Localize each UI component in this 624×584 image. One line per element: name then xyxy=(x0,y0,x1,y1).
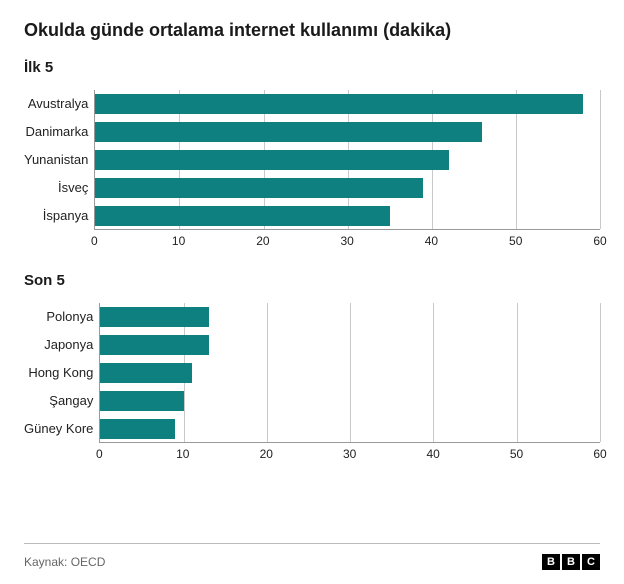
bar-row xyxy=(95,174,600,202)
x-axis-tick: 60 xyxy=(593,447,606,461)
bottom5-bars xyxy=(100,303,600,442)
bar-row xyxy=(95,90,600,118)
bar-row xyxy=(95,146,600,174)
gridline xyxy=(600,90,601,229)
data-bar xyxy=(100,307,208,327)
x-axis-tick: 30 xyxy=(340,234,353,248)
bottom5-chart-block: Son 5 PolonyaJaponyaHong KongŞangayGüney… xyxy=(24,272,600,463)
data-bar xyxy=(95,122,482,142)
bar-row xyxy=(100,387,600,415)
top5-subtitle: İlk 5 xyxy=(24,59,600,76)
bbc-logo: BBC xyxy=(542,554,600,570)
bbc-logo-letter: B xyxy=(562,554,580,570)
x-axis-tick: 30 xyxy=(343,447,356,461)
data-bar xyxy=(100,391,183,411)
y-axis-label: İspanya xyxy=(43,202,89,230)
top5-plot xyxy=(94,90,600,230)
y-axis-label: Danimarka xyxy=(25,118,88,146)
y-axis-label: Güney Kore xyxy=(24,415,93,443)
y-axis-label: Şangay xyxy=(49,387,93,415)
data-bar xyxy=(100,335,208,355)
bbc-logo-letter: B xyxy=(542,554,560,570)
top5-plot-area: 0102030405060 xyxy=(94,90,600,250)
data-bar xyxy=(95,206,389,226)
top5-bars xyxy=(95,90,600,229)
y-axis-label: Avustralya xyxy=(28,90,88,118)
bar-row xyxy=(100,415,600,443)
bottom5-subtitle: Son 5 xyxy=(24,272,600,289)
bottom5-y-labels: PolonyaJaponyaHong KongŞangayGüney Kore xyxy=(24,303,99,463)
bottom5-plot-area: 0102030405060 xyxy=(99,303,600,463)
x-axis-tick: 10 xyxy=(172,234,185,248)
chart-footer: Kaynak: OECD BBC xyxy=(24,543,600,570)
x-axis-tick: 50 xyxy=(509,234,522,248)
top5-chart-block: İlk 5 AvustralyaDanimarkaYunanistanİsveç… xyxy=(24,59,600,250)
data-bar xyxy=(100,363,192,383)
data-bar xyxy=(100,419,175,439)
bottom5-plot xyxy=(99,303,600,443)
data-bar xyxy=(95,94,583,114)
x-axis-tick: 10 xyxy=(176,447,189,461)
y-axis-label: Hong Kong xyxy=(28,359,93,387)
y-axis-label: Japonya xyxy=(44,331,93,359)
source-label: Kaynak: OECD xyxy=(24,555,105,569)
bar-row xyxy=(95,118,600,146)
y-axis-label: Yunanistan xyxy=(24,146,88,174)
top5-y-labels: AvustralyaDanimarkaYunanistanİsveçİspany… xyxy=(24,90,94,250)
x-axis-tick: 40 xyxy=(425,234,438,248)
data-bar xyxy=(95,178,423,198)
bar-row xyxy=(100,303,600,331)
bbc-logo-letter: C xyxy=(582,554,600,570)
x-axis-tick: 20 xyxy=(256,234,269,248)
x-axis-tick: 20 xyxy=(260,447,273,461)
y-axis-label: Polonya xyxy=(46,303,93,331)
x-axis-tick: 40 xyxy=(426,447,439,461)
bar-row xyxy=(100,331,600,359)
data-bar xyxy=(95,150,448,170)
top5-x-axis: 0102030405060 xyxy=(94,230,600,250)
x-axis-tick: 0 xyxy=(96,447,103,461)
bar-row xyxy=(95,202,600,230)
bottom5-chart: PolonyaJaponyaHong KongŞangayGüney Kore … xyxy=(24,303,600,463)
bottom5-x-axis: 0102030405060 xyxy=(99,443,600,463)
chart-title: Okulda günde ortalama internet kullanımı… xyxy=(24,20,600,41)
x-axis-tick: 0 xyxy=(91,234,98,248)
top5-chart: AvustralyaDanimarkaYunanistanİsveçİspany… xyxy=(24,90,600,250)
x-axis-tick: 60 xyxy=(593,234,606,248)
x-axis-tick: 50 xyxy=(510,447,523,461)
gridline xyxy=(600,303,601,442)
y-axis-label: İsveç xyxy=(58,174,88,202)
bar-row xyxy=(100,359,600,387)
